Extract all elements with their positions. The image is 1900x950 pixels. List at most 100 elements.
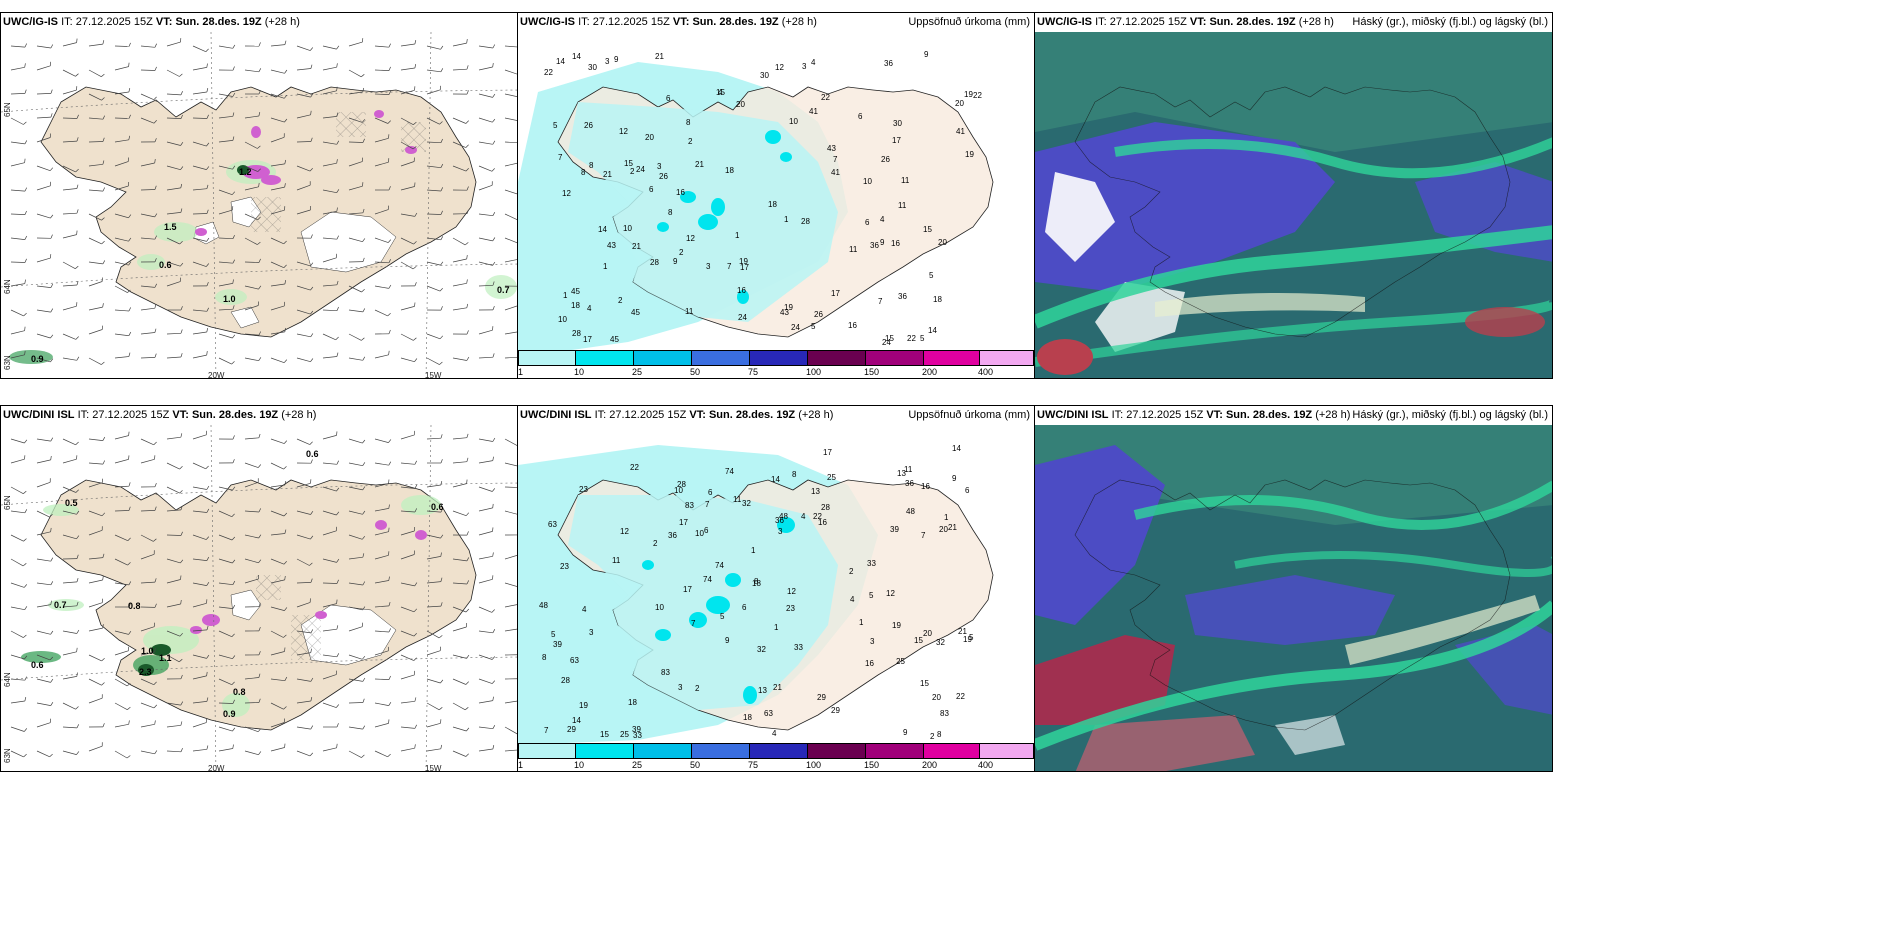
wind-barb [192,237,207,242]
station-value: 32 [757,645,766,654]
wind-barb-flag [179,73,183,77]
wind-barb [504,555,517,560]
wind-barb [426,165,441,169]
wind-barb [166,69,180,77]
wind-barb [400,306,415,311]
value-label: 0.5 [65,498,78,508]
wind-barb [88,43,103,47]
wind-barb-flag [440,552,442,557]
wind-barb [192,701,207,704]
station-value: 1 [784,215,789,224]
map-svg: 0.6 0.5 0.6 0.7 0.8 0.6 1.0 1.1 2.3 0.8 … [1,424,517,771]
station-value: 36 [668,531,677,540]
station-value: 43 [780,308,789,317]
wind-barb [322,45,337,50]
wind-barb [114,582,129,586]
wind-barb-flag [24,235,28,240]
wind-barb-flag [284,94,288,99]
lat-label: 64N [3,279,12,294]
wind-barb [62,357,77,361]
wind-barb-flag [126,683,131,687]
value-label: 0.6 [159,260,172,270]
wind-barb [10,606,25,611]
wind-barb-flag [76,38,78,43]
station-value: 8 [754,577,759,586]
colorbar-bin [924,743,980,759]
wind-barb [426,650,441,656]
wind-barb [218,748,233,752]
wind-barb [374,605,390,608]
wind-barb-flag [258,357,262,361]
station-value: 11 [612,556,621,565]
wind-barb-flag [180,531,183,536]
wind-barb [36,459,51,464]
wind-barb [10,189,26,192]
wind-barb-flag [362,698,365,703]
wind-barb [114,630,129,635]
station-value: 7 [921,531,926,540]
wind-barb-flag [413,241,417,245]
wind-barb [36,750,50,758]
wind-barb [426,678,441,684]
wind-barb [140,702,155,709]
station-value: 15 [923,225,932,234]
wind-barb-flag [466,255,468,260]
station-value: 3 [778,527,783,536]
wind-barb [166,534,182,536]
wind-barb-flag [232,66,235,71]
wind-barb-flag [102,460,106,465]
colorbar-bin [576,350,634,366]
wind-barb-flag [492,212,496,216]
wind-barb [36,309,51,313]
station-value: 36 [905,479,914,488]
wind-barb-flag [154,213,158,218]
station-value: 8 [668,208,673,217]
wind-barb-flag [76,647,78,652]
vt-value: Sun. 28.des. 19Z [191,409,279,421]
wind-barb-flag [284,327,287,332]
wind-barb-flag [492,281,495,286]
wind-barb [218,189,233,196]
wind-barb-flag [388,675,391,680]
wind-barb-flag [362,138,365,143]
wind-barb-flag [75,336,79,340]
wind-barb-flag [336,189,340,193]
wind-barb-flag [206,237,210,242]
wind-barb [192,117,208,119]
wind-barb [322,189,337,194]
wind-barb [400,161,415,167]
wind-barb [244,213,258,221]
map-area: 0.6 1.5 1.2 1.0 0.7 0.9 65N 64N 63N 20W … [1,31,517,378]
wind-barb-flag [180,306,183,311]
map-panel-wind-top: UWC/IG-IS IT: 27.12.2025 15Z VT: Sun. 28… [0,12,518,379]
wind-barb [322,309,338,312]
colorbar-bin [518,743,576,759]
wind-barb [218,558,233,564]
wind-barb [478,678,493,684]
wind-barb-flag [180,114,183,119]
wind-barb-flag [336,599,338,604]
station-value: 23 [786,604,795,613]
wind-barb [504,356,517,359]
wind-barb-flag [257,728,262,732]
wind-barb-flag [232,165,236,170]
wind-barb-flag [154,66,157,71]
wind-barb [36,165,51,172]
wind-barb [192,331,207,335]
wind-barb-flag [283,440,288,444]
wind-barb-flag [76,751,80,755]
wind-barb [192,748,207,752]
wind-barb-flag [310,234,313,239]
wind-barb-flag [102,624,104,629]
wind-barb [400,554,415,560]
wind-barb [452,654,467,659]
precip-values: 1234567891011121314151617181920212223252… [539,444,974,741]
wind-barb [88,357,102,365]
wind-barb [426,534,441,539]
station-value: 21 [958,627,967,636]
station-value: 12 [686,234,695,243]
wind-barb [270,331,285,335]
glacier-vatnajokull [300,604,397,666]
station-value: 6 [704,526,709,535]
